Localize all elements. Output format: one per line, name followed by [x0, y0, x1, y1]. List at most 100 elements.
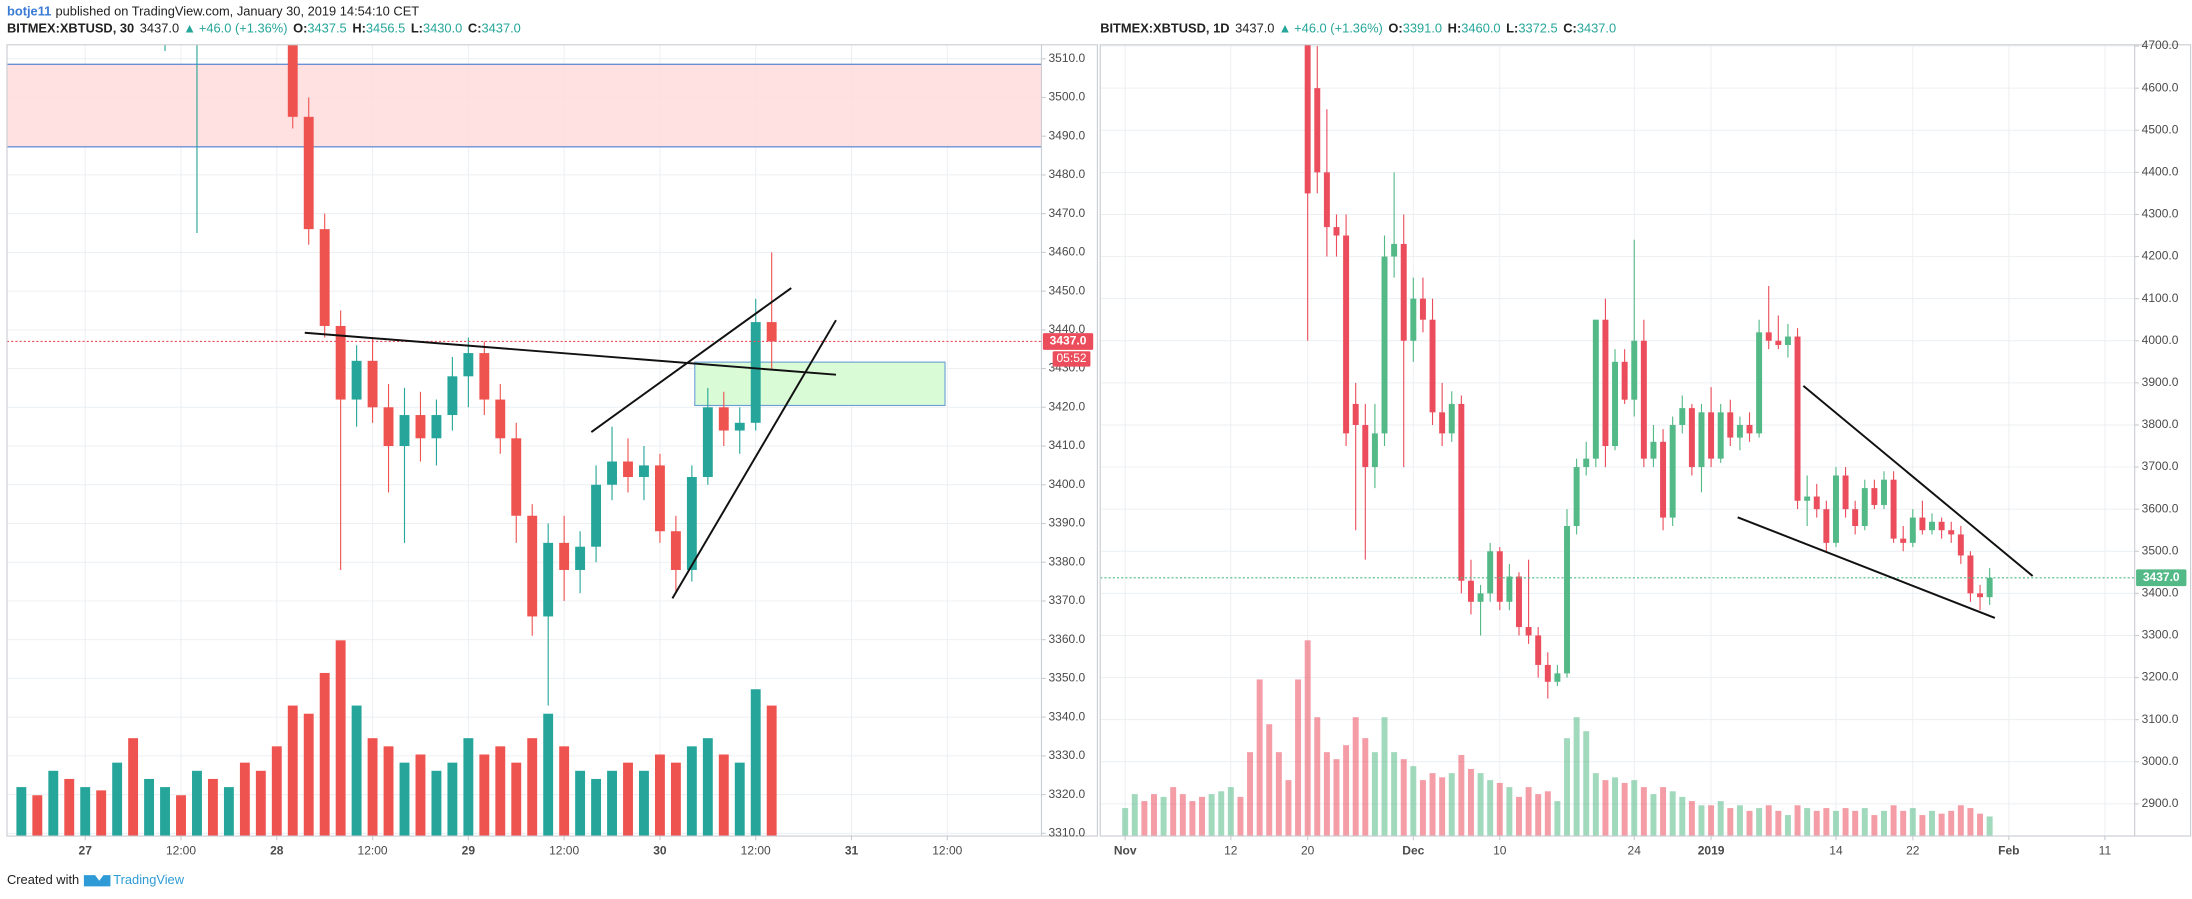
candle-body — [287, 44, 298, 117]
x-tick-label: 2019 — [1698, 844, 1725, 858]
volume-bar — [766, 705, 777, 837]
volume-bar — [1977, 813, 1984, 837]
volume-bar — [223, 787, 234, 837]
volume-bar — [1929, 810, 1935, 837]
volume-bar — [1179, 794, 1186, 837]
candle-body — [1352, 403, 1359, 425]
volume-bar — [1717, 801, 1724, 837]
y-tick-label: 3410.0 — [1048, 438, 1085, 452]
footer-brand[interactable]: TradingView — [113, 872, 184, 887]
volume-bar — [1247, 752, 1254, 837]
candle-body — [1977, 593, 1984, 598]
volume-bar — [144, 778, 155, 837]
resistance-zone — [6, 64, 1042, 147]
candle-body — [1717, 412, 1724, 459]
volume-bar — [415, 754, 426, 837]
volume-bar — [1439, 777, 1446, 837]
x-tick-label: 24 — [1628, 844, 1642, 858]
volume-bar — [1467, 768, 1474, 837]
x-tick-label: 12:00 — [358, 844, 388, 858]
ohlc-name: C: — [1563, 21, 1577, 36]
volume-bar — [479, 754, 490, 837]
volume-bar — [1400, 759, 1407, 837]
volume-bar — [1256, 679, 1263, 837]
candle-body — [1525, 627, 1532, 636]
candle-body — [1516, 576, 1522, 628]
y-tick-label: 3900.0 — [2142, 375, 2179, 389]
volume-bar — [1410, 766, 1417, 837]
volume-bar — [1506, 787, 1513, 837]
frames — [6, 44, 2192, 837]
volume-bar — [431, 770, 442, 837]
y-tick-label: 4100.0 — [2142, 291, 2179, 305]
candle-body — [1698, 412, 1705, 468]
volume-bar — [1631, 780, 1638, 837]
volume-bar — [654, 754, 665, 837]
candle-body — [1592, 319, 1599, 459]
publish-line: botje11 published on TradingView.com, Jan… — [7, 4, 419, 19]
author[interactable]: botje11 — [7, 4, 51, 19]
volume-bar — [287, 705, 298, 837]
volume-bar — [1343, 745, 1350, 837]
volume-bar — [1170, 787, 1177, 837]
volume-bar — [1909, 808, 1916, 837]
ohlc-name: O: — [293, 21, 307, 36]
volume-bar — [750, 689, 761, 837]
volume-bar — [1986, 816, 1993, 837]
y-tick-label: 3340.0 — [1048, 709, 1085, 723]
candle-body — [1323, 172, 1330, 228]
volume-bar — [1736, 805, 1743, 837]
y-tick-label: 3350.0 — [1048, 671, 1085, 685]
volume-bar — [1285, 780, 1292, 837]
x-tick-label: 14 — [1829, 844, 1843, 858]
y-tick-label: 3370.0 — [1048, 593, 1085, 607]
candle-body — [303, 116, 314, 230]
candle-body — [1573, 467, 1580, 527]
candle-body — [367, 360, 378, 408]
candle-body — [1554, 673, 1561, 682]
candle-body — [1736, 424, 1743, 438]
y-tick-label: 3470.0 — [1048, 206, 1085, 220]
y-tick-label: 3200.0 — [2142, 670, 2179, 684]
volume-bar — [702, 738, 713, 837]
volume-bar — [591, 778, 602, 837]
volume-bar — [1304, 640, 1311, 837]
y-tick-label: 3510.0 — [1048, 51, 1085, 65]
volume-bar — [1458, 754, 1465, 837]
candle-body — [1852, 509, 1859, 527]
ohlc-value: 3456.5 — [366, 21, 405, 36]
y-tick-label: 4400.0 — [2142, 165, 2179, 179]
candle-body — [1813, 496, 1820, 510]
volume-bar — [1151, 794, 1157, 837]
candle-body — [319, 229, 330, 326]
volume-bar — [351, 705, 362, 837]
ohlc-value: 3391.0 — [1403, 21, 1442, 36]
logo — [83, 875, 111, 887]
volume-bar — [1554, 801, 1561, 837]
volume-bar — [1535, 794, 1542, 837]
ohlc-value: 3372.5 — [1518, 21, 1557, 36]
candle-body — [1650, 441, 1657, 459]
candle-body — [1727, 412, 1734, 438]
candle-body — [399, 415, 410, 447]
candle-body — [1400, 243, 1407, 341]
volume-bar — [48, 770, 59, 837]
candle-body — [495, 399, 506, 439]
volume-bar — [1323, 752, 1330, 837]
volume-bar — [1362, 738, 1369, 837]
y-tick-label: 3450.0 — [1048, 283, 1085, 297]
footer-text: Created with — [7, 872, 79, 887]
y-tick-label: 4600.0 — [2142, 80, 2179, 94]
candle-body — [1496, 551, 1503, 602]
y-tick-label: 3320.0 — [1048, 787, 1085, 801]
x-tick-label: 29 — [462, 844, 476, 858]
y-tick-label: 3500.0 — [2142, 543, 2179, 557]
volume-bar — [1919, 815, 1926, 837]
ohlc-value: 3437.5 — [307, 21, 346, 36]
volume-bar — [1794, 805, 1801, 837]
candle-body — [1602, 319, 1609, 447]
candle-body — [415, 415, 426, 439]
